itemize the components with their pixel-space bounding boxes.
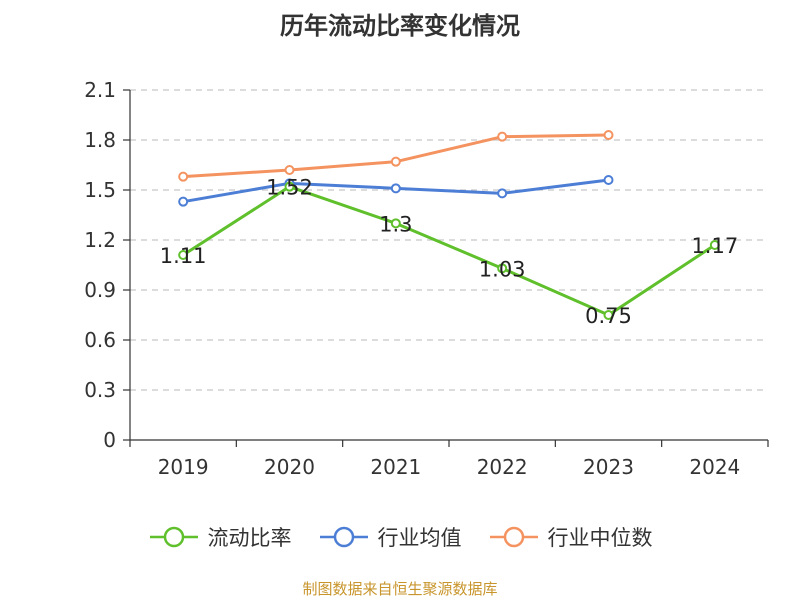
y-tick-label: 1.8 xyxy=(84,128,116,152)
series-lines xyxy=(178,130,720,320)
legend-label: 流动比率 xyxy=(207,526,292,550)
series-line xyxy=(183,133,609,179)
y-tick-label: 0.9 xyxy=(84,278,116,302)
y-tick-label: 0.6 xyxy=(84,328,116,352)
data-point xyxy=(497,131,508,142)
legend-item[interactable]: 流动比率 xyxy=(148,522,292,552)
y-tick-label: 1.2 xyxy=(84,228,116,252)
legend-label: 行业均值 xyxy=(377,526,462,550)
y-tick-label: 2.1 xyxy=(84,78,116,102)
data-point xyxy=(284,181,295,192)
y-tick-label: 0 xyxy=(103,428,116,452)
legend-item[interactable]: 行业均值 xyxy=(318,522,462,552)
data-point xyxy=(497,263,508,274)
data-point xyxy=(603,310,614,320)
x-tick-label: 2019 xyxy=(158,455,209,479)
x-tick-label: 2024 xyxy=(689,455,740,479)
chart-title: 历年流动比率变化情况 xyxy=(280,12,520,40)
y-tick-label: 0.3 xyxy=(84,378,116,402)
legend-swatch-icon xyxy=(149,526,198,548)
data-label: 1.03 xyxy=(479,257,526,281)
y-tick-label: 1.5 xyxy=(84,178,116,202)
data-point xyxy=(284,165,295,175)
data-labels: 1.11 1.52 1.3 1.03 0.75 1.17 xyxy=(160,176,738,328)
series-line xyxy=(182,185,716,317)
legend-item[interactable]: 行业中位数 xyxy=(488,522,653,552)
data-point xyxy=(390,218,401,229)
x-tick-label: 2022 xyxy=(477,455,528,479)
data-label: 0.75 xyxy=(585,304,632,328)
source-note: 制图数据来自恒生聚源数据库 xyxy=(302,580,498,598)
data-point xyxy=(709,240,720,250)
x-tick-label: 2023 xyxy=(583,455,634,479)
data-label: 1.52 xyxy=(266,176,313,200)
legend-swatch-icon xyxy=(319,526,368,548)
grid-lines xyxy=(130,89,768,391)
data-point xyxy=(497,188,508,199)
legend-label: 行业中位数 xyxy=(547,526,653,550)
data-point xyxy=(178,171,189,182)
data-point xyxy=(178,196,189,207)
axes: 0 0.3 0.6 0.9 1.2 1.5 1.8 2.1 2019 2020 2021 2022 20… xyxy=(84,78,769,479)
data-point xyxy=(178,250,189,260)
data-label: 1.11 xyxy=(160,244,207,268)
data-label: 1.17 xyxy=(691,234,738,258)
legend: 流动比率 行业均值 行业中位数 xyxy=(0,520,800,554)
data-point xyxy=(603,130,614,140)
x-tick-label: 2020 xyxy=(264,455,315,479)
x-tick-label: 2021 xyxy=(370,455,421,479)
data-point xyxy=(603,175,614,185)
data-point xyxy=(390,183,401,194)
legend-swatch-icon xyxy=(489,526,538,548)
data-point xyxy=(390,156,401,167)
data-label: 1.3 xyxy=(379,212,412,236)
